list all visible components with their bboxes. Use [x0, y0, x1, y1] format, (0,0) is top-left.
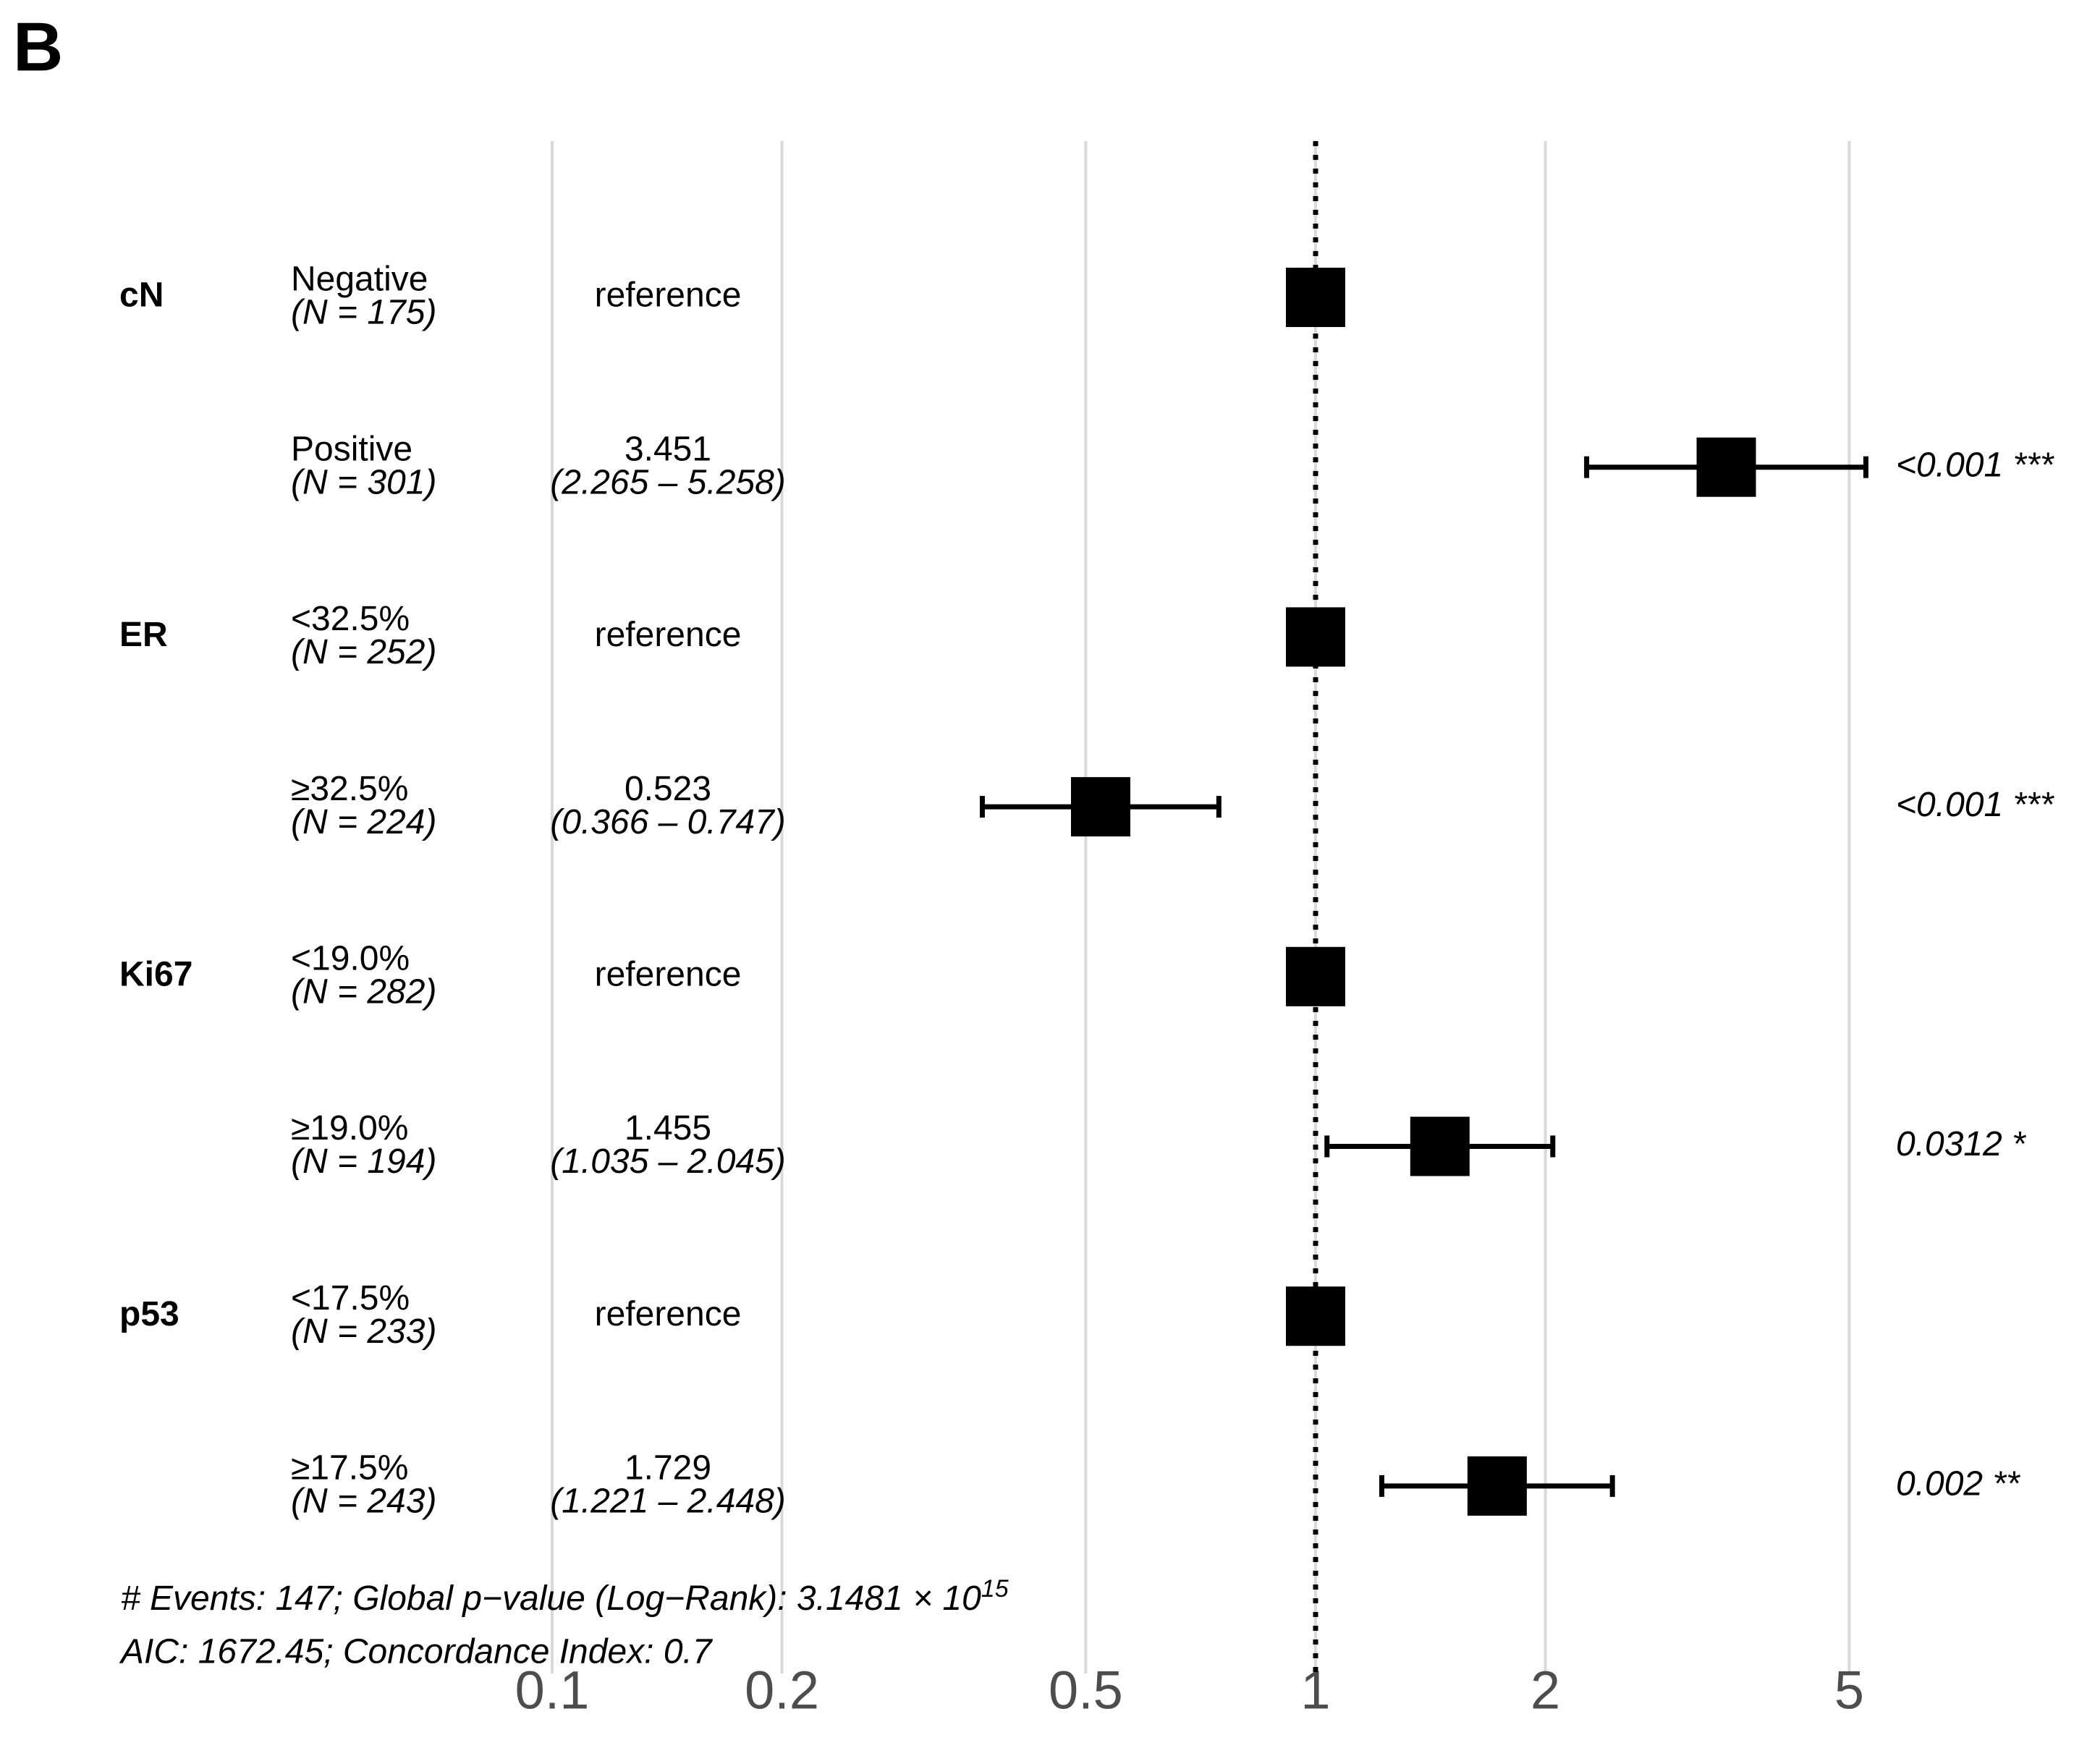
hr-label: 3.451: [625, 430, 711, 468]
hr-label: 1.455: [625, 1109, 711, 1147]
hr-label: reference: [595, 955, 742, 993]
ci-label: (1.035 – 2.045): [550, 1142, 786, 1181]
variable-label: cN: [119, 276, 164, 315]
ci-label: (2.265 – 5.258): [550, 463, 786, 501]
hr-box: [1286, 1286, 1345, 1346]
n-label: (N = 224): [291, 803, 436, 841]
variable-label: ER: [119, 616, 168, 654]
hr-box: [1286, 946, 1345, 1006]
ci-label: (1.221 – 2.448): [550, 1482, 786, 1521]
level-label: ≥32.5%: [291, 770, 408, 808]
n-label: (N = 194): [291, 1142, 436, 1181]
hr-label: reference: [595, 1295, 742, 1333]
p-value: <0.001 ***: [1896, 446, 2054, 484]
footnote: AIC: 1672.45; Concordance Index: 0.7: [119, 1633, 714, 1671]
hr-label: 0.523: [625, 770, 711, 808]
ci-label: (0.366 – 0.747): [550, 803, 786, 841]
x-tick-label: 0.1: [515, 1660, 590, 1721]
n-label: (N = 282): [291, 972, 436, 1011]
level-label: Negative: [291, 260, 428, 299]
n-label: (N = 175): [291, 294, 436, 332]
n-label: (N = 301): [291, 463, 436, 501]
hr-box: [1286, 607, 1345, 667]
p-value: 0.0312 *: [1896, 1125, 2026, 1163]
hr-label: reference: [595, 616, 742, 654]
n-label: (N = 233): [291, 1312, 436, 1351]
variable-label: Ki67: [119, 955, 192, 993]
panel-label: B: [13, 8, 63, 85]
hr-box: [1286, 268, 1345, 327]
level-label: ≥19.0%: [291, 1109, 408, 1147]
x-tick-label: 5: [1834, 1660, 1864, 1721]
level-label: <17.5%: [291, 1279, 410, 1318]
x-tick-label: 0.5: [1049, 1660, 1123, 1721]
hr-label: 1.729: [625, 1449, 711, 1488]
hr-box: [1410, 1116, 1470, 1176]
x-tick-label: 2: [1530, 1660, 1560, 1721]
variable-label: p53: [119, 1295, 179, 1333]
level-label: ≥17.5%: [291, 1449, 408, 1488]
level-label: <32.5%: [291, 600, 410, 638]
hr-box: [1071, 777, 1131, 837]
level-label: Positive: [291, 430, 412, 468]
n-label: (N = 252): [291, 633, 436, 671]
footnote: # Events: 147; Global p−value (Log−Rank)…: [121, 1575, 1009, 1618]
p-value: 0.002 **: [1896, 1465, 2020, 1503]
grid: 0.1 0.2 0.5 1 2 5: [515, 141, 1864, 1721]
footnote-exponent: 15: [981, 1575, 1009, 1603]
level-label: <19.0%: [291, 939, 410, 977]
hr-label: reference: [595, 276, 742, 315]
footnote-text: # Events: 147; Global p−value (Log−Rank)…: [121, 1579, 981, 1618]
n-label: (N = 243): [291, 1482, 436, 1521]
hr-box: [1696, 437, 1756, 497]
x-tick-label: 0.2: [745, 1660, 819, 1721]
p-value: <0.001 ***: [1896, 786, 2054, 824]
hr-box: [1467, 1456, 1527, 1516]
